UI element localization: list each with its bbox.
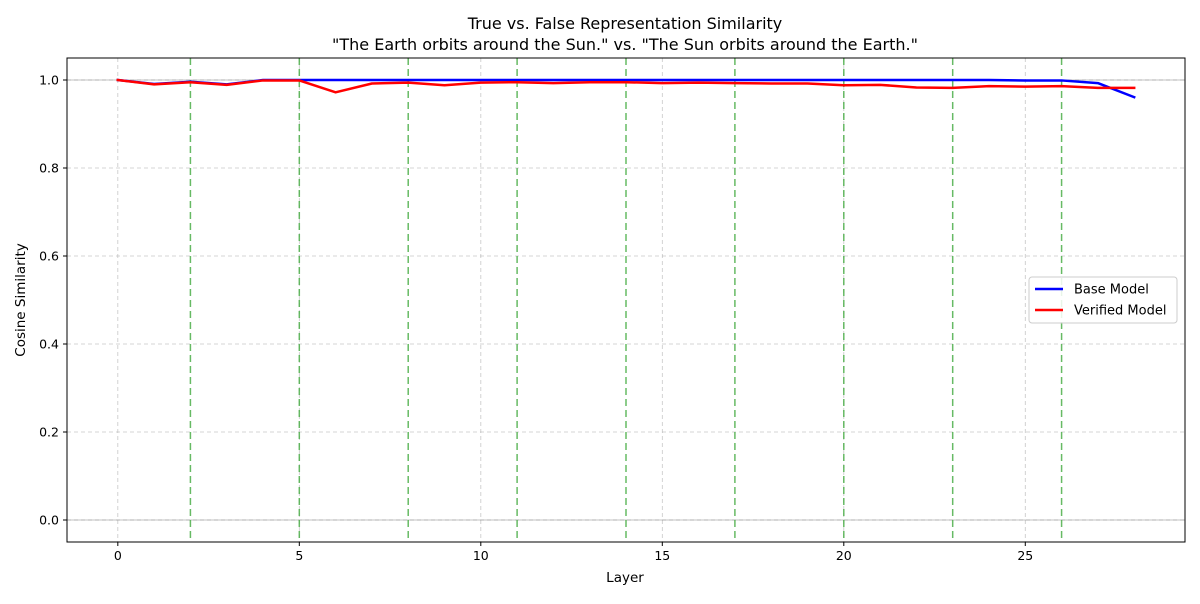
legend-label: Base Model <box>1074 283 1149 298</box>
x-tick-label: 20 <box>836 548 852 563</box>
x-tick-label: 5 <box>295 548 303 563</box>
plot-area <box>67 58 1185 542</box>
plot-frame <box>66 57 1186 543</box>
y-tick-label: 0.6 <box>39 249 59 264</box>
x-tick-label: 15 <box>654 548 670 563</box>
x-tick-label: 25 <box>1017 548 1033 563</box>
y-tick-label: 1.0 <box>39 73 59 88</box>
y-tick-label: 0.4 <box>39 337 59 352</box>
series-line-1 <box>116 78 1136 94</box>
y-tick-label: 0.0 <box>39 513 59 528</box>
y-tick-label: 0.8 <box>39 161 59 176</box>
y-axis-label: Cosine Similarity <box>13 243 29 356</box>
chart-subtitle: "The Earth orbits around the Sun." vs. "… <box>332 35 918 54</box>
x-axis-label: Layer <box>606 570 644 586</box>
legend-box <box>1028 276 1178 324</box>
legend: Base Model Verified Model <box>1028 276 1178 324</box>
x-tick-label: 10 <box>473 548 489 563</box>
legend-label: Verified Model <box>1074 304 1166 319</box>
chart-title: True vs. False Representation Similarity <box>467 14 783 33</box>
x-tick-label: 0 <box>114 548 122 563</box>
y-tick-label: 0.2 <box>39 425 59 440</box>
